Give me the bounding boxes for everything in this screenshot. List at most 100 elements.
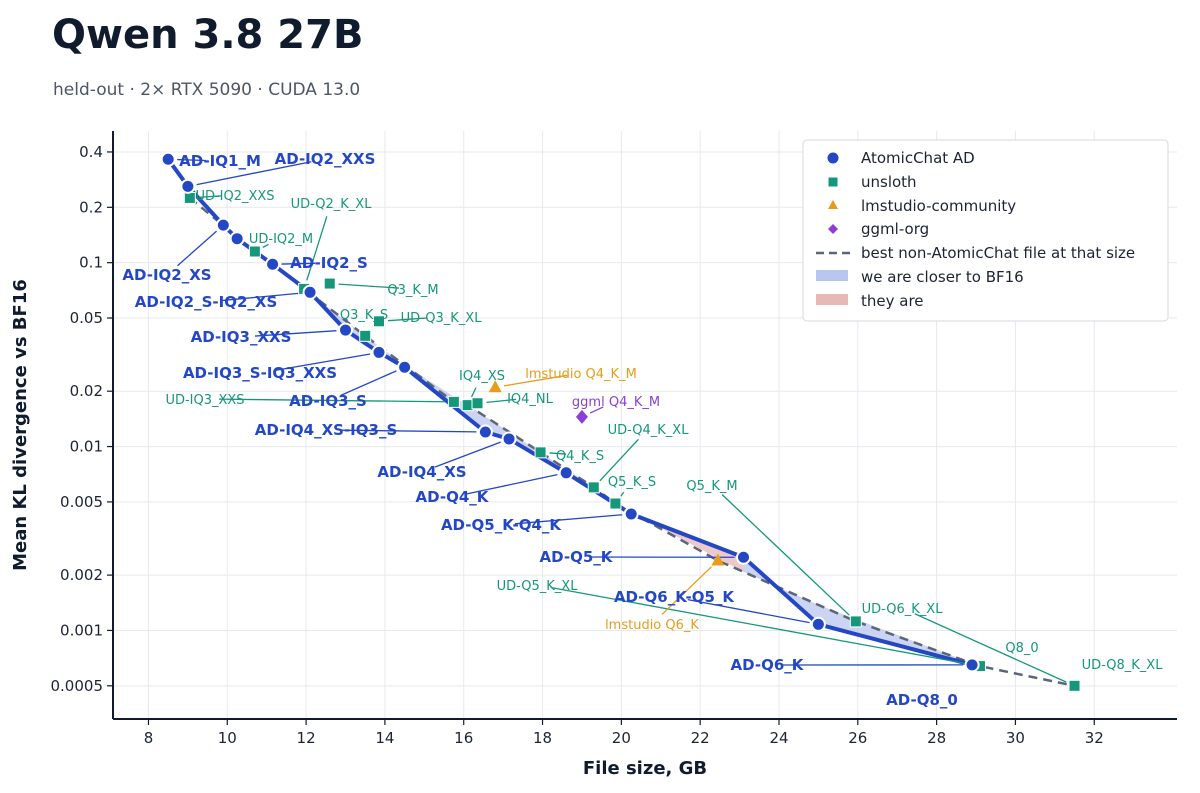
legend-marker-lmstudio <box>828 200 838 209</box>
atomicchat-marker <box>180 178 196 194</box>
y-tick-label: 0.4 <box>79 143 103 161</box>
x-axis-title: File size, GB <box>583 758 707 779</box>
atomicchat-marker <box>397 359 413 375</box>
unsloth-marker <box>323 277 336 290</box>
label-leader <box>687 598 810 624</box>
unsloth-marker <box>471 397 484 410</box>
label-leader <box>262 243 269 248</box>
label-leader <box>281 262 316 265</box>
label-leader <box>589 406 604 414</box>
x-tick-label: 12 <box>297 729 316 747</box>
unsloth-marker <box>359 329 372 342</box>
point-label: Q5_K_S <box>608 475 656 490</box>
point-label: AD-IQ3_S <box>289 392 367 410</box>
x-tick-label: 8 <box>144 729 154 747</box>
legend: AtomicChat AD unsloth lmstudio-community… <box>802 139 1169 322</box>
label-leader <box>549 452 567 455</box>
point-label: UD-Q3_K_XL <box>401 311 483 326</box>
label-leader <box>504 374 568 387</box>
y-tick-label: 0.0005 <box>51 677 104 695</box>
x-tick-label: 32 <box>1085 729 1104 747</box>
y-tick-label: 0.002 <box>60 566 103 584</box>
label-leader <box>434 441 501 468</box>
legend-label-lmstudio: lmstudio-community <box>861 197 1016 215</box>
label-leader <box>177 158 207 162</box>
legend-marker-unsloth <box>828 177 838 187</box>
point-label: AD-IQ2_S <box>290 254 368 272</box>
point-label: AD-IQ3_XXS <box>191 328 292 346</box>
x-tick-label: 10 <box>218 729 237 747</box>
label-leader <box>198 195 222 198</box>
label-leader <box>465 474 558 495</box>
x-tick-label: 18 <box>533 729 552 747</box>
atomicchat-marker <box>810 616 826 632</box>
y-tick-label: 0.01 <box>70 438 103 456</box>
label-leader <box>340 370 397 396</box>
unsloth-marker <box>461 399 474 412</box>
legend-label-closer: we are closer to BF16 <box>861 268 1024 286</box>
unsloth-marker <box>183 191 196 204</box>
legend-marker-atomic <box>827 152 839 164</box>
unsloth-marker <box>849 615 862 628</box>
point-label: lmstudio Q6_K <box>605 618 699 633</box>
unsloth-marker <box>1068 679 1081 692</box>
atomicchat-polyline <box>166 158 973 667</box>
legend-label-atomic: AtomicChat AD <box>861 149 975 167</box>
point-label: UD-IQ2_XXS <box>195 189 274 204</box>
point-label: UD-IQ2_M <box>249 232 313 247</box>
x-tick-label: 16 <box>454 729 473 747</box>
point-label: AD-IQ4_XS <box>377 463 466 481</box>
atomicchat-line <box>166 158 973 667</box>
point-label: Q3_K_M <box>387 283 438 298</box>
x-tick-label: 22 <box>691 729 710 747</box>
point-label: AD-Q5_K <box>540 548 614 566</box>
point-label: UD-Q2_K_XL <box>291 197 373 212</box>
point-label-extra: Q8_0 <box>1005 641 1038 656</box>
lmstudio-marker <box>711 553 725 566</box>
label-leader <box>721 494 850 616</box>
point-label: UD-Q6_K_XL <box>862 602 944 617</box>
unsloth-marker <box>587 481 600 494</box>
point-label: AD-IQ2_XS <box>122 266 211 284</box>
ggml-marker <box>575 409 588 424</box>
x-tick-label: 20 <box>612 729 631 747</box>
label-leader <box>196 161 312 186</box>
point-label-extra: UD-Q8_K_XL <box>1082 658 1164 673</box>
y-axis-title: Mean KL divergence vs BF16 <box>10 279 31 571</box>
legend-box <box>802 139 1169 322</box>
atomicchat-marker <box>736 549 752 565</box>
atomicchat-marker <box>501 431 517 447</box>
point-label: AD-IQ3_S-IQ3_XXS <box>183 364 337 382</box>
unsloth-marker <box>609 497 622 510</box>
unsloth-marker <box>447 395 460 408</box>
point-labels: AD-IQ1_M AD-IQ2_XXS AD-IQ2_XS AD-IQ2_S AD-IQ… <box>122 150 1163 709</box>
point-label: AD-Q5_K-Q4_K <box>441 516 562 534</box>
point-label: AD-IQ1_M <box>179 152 261 170</box>
point-label: Q5_K_M <box>686 479 737 494</box>
label-leader <box>339 429 477 433</box>
label-leader <box>273 353 371 372</box>
y-tick-label: 0.1 <box>79 254 103 272</box>
y-tick-label: 0.005 <box>60 493 103 511</box>
atomicchat-marker <box>229 231 245 247</box>
x-tick-label: 30 <box>1006 729 1025 747</box>
label-leader <box>306 216 328 281</box>
label-leader <box>338 283 400 289</box>
point-label: UD-IQ3_XXS <box>165 393 244 408</box>
label-leader <box>914 613 1067 683</box>
y-tick-label: 0.2 <box>79 198 103 216</box>
legend-label-ggml: ggml-org <box>861 220 929 238</box>
label-leader <box>514 514 623 525</box>
point-label: IQ4_XS <box>459 369 505 384</box>
point-label: UD-Q5_K_XL <box>497 579 579 594</box>
point-label-extra: AD-Q8_0 <box>886 691 958 709</box>
legend-marker-they <box>816 294 848 305</box>
point-label: AD-Q6_K-Q5_K <box>614 588 735 606</box>
point-label: Q4_K_S <box>556 449 604 464</box>
label-leaders <box>177 158 1067 683</box>
point-label: AD-IQ4_XS-IQ3_S <box>255 421 398 439</box>
legend-marker-closer <box>816 270 848 281</box>
x-tick-label: 26 <box>848 729 867 747</box>
x-tick-label: 24 <box>769 729 788 747</box>
